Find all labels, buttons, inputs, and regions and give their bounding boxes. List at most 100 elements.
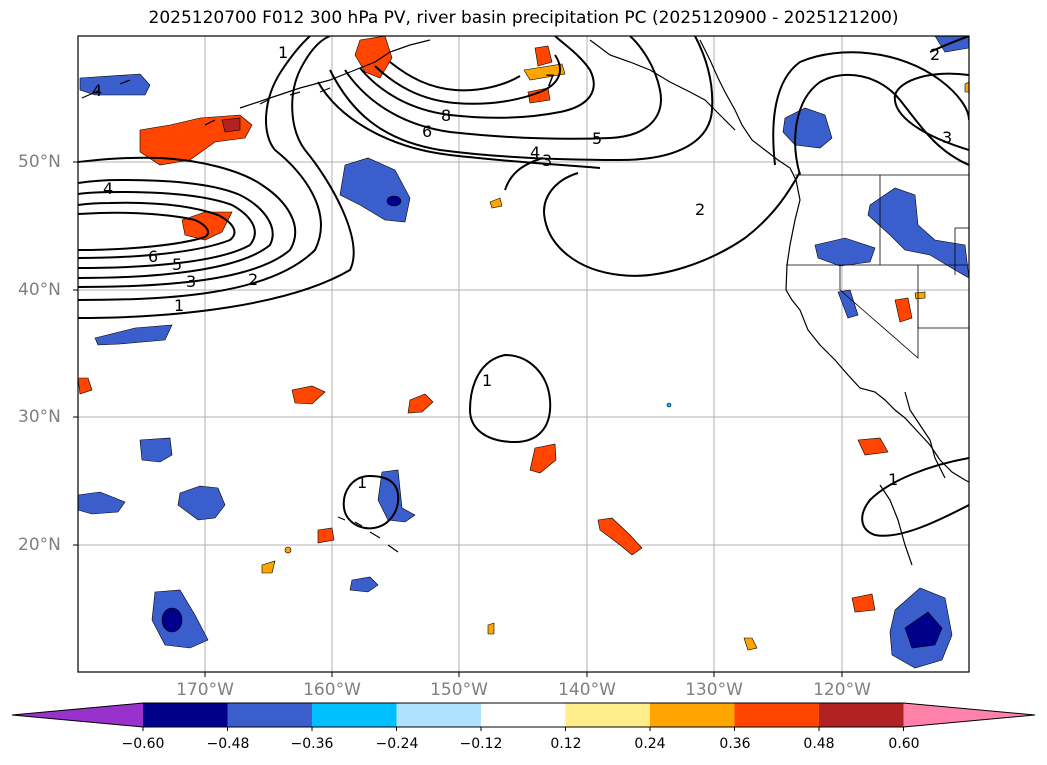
alaska-coast — [239, 39, 431, 109]
colorbar-segment — [312, 703, 397, 727]
pos-blob — [964, 81, 969, 93]
neg-blob — [79, 73, 151, 96]
map-title: 2025120700 F012 300 hPa PV, river basin … — [148, 8, 899, 28]
state-borders — [786, 174, 969, 359]
colorbar-segment — [819, 703, 904, 727]
lon-label: 160°W — [303, 680, 361, 700]
contour-label: 3 — [542, 151, 552, 170]
contour-labels: 1 2 3 4 5 6 7 8 6 5 4 3 2 1 3 1 1 1 2 4 — [92, 43, 952, 492]
baja-coast — [879, 484, 913, 566]
colorbar-segment — [227, 703, 313, 727]
colorbar-extend-min — [12, 703, 143, 727]
colorbar-segment — [143, 703, 228, 727]
aleutian-islands — [81, 79, 331, 126]
pos-blob — [894, 297, 913, 323]
contour-label: 7 — [545, 71, 555, 90]
negative-precip-areas — [78, 36, 969, 669]
lat-label: 40°N — [18, 280, 61, 300]
pv-contours — [78, 36, 969, 537]
contour-label: 1 — [482, 371, 492, 390]
map-frame — [77, 35, 970, 673]
neg-blob — [837, 289, 859, 319]
pos-blob — [354, 36, 393, 79]
contour-label: 4 — [92, 81, 102, 100]
pos-blob — [317, 527, 335, 544]
neg-dot — [666, 402, 672, 408]
colorbar-segment — [734, 703, 820, 727]
colorbar-tick-label: −0.12 — [459, 736, 503, 752]
pos-blob — [78, 377, 93, 395]
neg-blob-core — [904, 611, 943, 649]
contour-label: 1 — [888, 470, 898, 489]
contour-label: 5 — [172, 255, 182, 274]
pos-blob-core — [221, 117, 241, 133]
colorbar-tick-label: 0.12 — [550, 736, 582, 752]
lat-label: 50°N — [18, 152, 61, 172]
axis-ticks — [73, 161, 843, 677]
colorbar-tick-label: 0.60 — [888, 736, 920, 752]
neg-blob — [177, 485, 226, 521]
neg-blob — [139, 437, 173, 463]
neg-blob-core — [161, 607, 183, 633]
colorbar-extend-max — [903, 703, 1035, 727]
colorbar-segment — [396, 703, 482, 727]
lon-label: 130°W — [685, 680, 743, 700]
colorbar-segment — [565, 703, 651, 727]
contour-label: 1 — [278, 43, 288, 62]
contour-label: 2 — [695, 200, 705, 219]
coastlines — [81, 39, 969, 566]
contour-label: 1 — [174, 296, 184, 315]
colorbar-tick-label: −0.24 — [375, 736, 419, 752]
colorbar-tick-label: 0.48 — [803, 736, 835, 752]
lon-label: 150°W — [430, 680, 488, 700]
pos-blob — [851, 593, 876, 613]
contour-label: 3 — [942, 128, 952, 147]
colorbar-tick-label: −0.36 — [290, 736, 334, 752]
contour-label: 2 — [930, 45, 940, 64]
contour-label: 1 — [357, 473, 367, 492]
pos-blob — [527, 87, 551, 104]
pos-blob — [743, 637, 758, 651]
lat-label: 30°N — [18, 407, 61, 427]
pos-blob — [489, 197, 503, 209]
pos-blob — [529, 443, 557, 474]
lon-label: 140°W — [558, 680, 616, 700]
pos-dot — [284, 546, 292, 554]
colorbar — [11, 702, 1036, 731]
pos-blob — [261, 560, 276, 574]
lon-label: 120°W — [813, 680, 871, 700]
colorbar-tick-label: −0.48 — [206, 736, 250, 752]
contour-label: 5 — [592, 129, 602, 148]
contour-label: 4 — [530, 143, 540, 162]
contour-label: 3 — [186, 272, 196, 291]
contour-label: 6 — [422, 122, 432, 141]
colorbar-tick-label: −0.60 — [121, 736, 165, 752]
pos-blob — [857, 437, 889, 456]
hawaii-islands — [337, 516, 399, 553]
colorbar-segment — [481, 703, 566, 727]
neg-blob — [867, 187, 969, 279]
north-america-coast — [904, 391, 946, 479]
pos-blob — [407, 393, 434, 414]
positive-precip-areas — [78, 36, 969, 651]
neg-blob-core — [386, 195, 402, 207]
neg-blob — [814, 237, 876, 267]
contour-label: 8 — [441, 106, 451, 125]
colorbar-tick-label: 0.36 — [719, 736, 751, 752]
neg-blob — [377, 469, 416, 523]
north-america-coast — [699, 39, 969, 483]
pos-blob — [487, 622, 495, 635]
contour-label: 6 — [148, 247, 158, 266]
lon-label: 170°W — [176, 680, 234, 700]
colorbar-tick-label: 0.24 — [634, 736, 666, 752]
lat-label: 20°N — [18, 535, 61, 555]
neg-blob — [78, 491, 126, 515]
pos-blob — [534, 45, 553, 67]
colorbar-segment — [650, 703, 735, 727]
pos-blob — [523, 63, 566, 81]
pos-blob — [914, 291, 926, 300]
contour-label: 2 — [248, 270, 258, 289]
pos-blob — [291, 385, 326, 405]
neg-blob — [349, 576, 379, 593]
